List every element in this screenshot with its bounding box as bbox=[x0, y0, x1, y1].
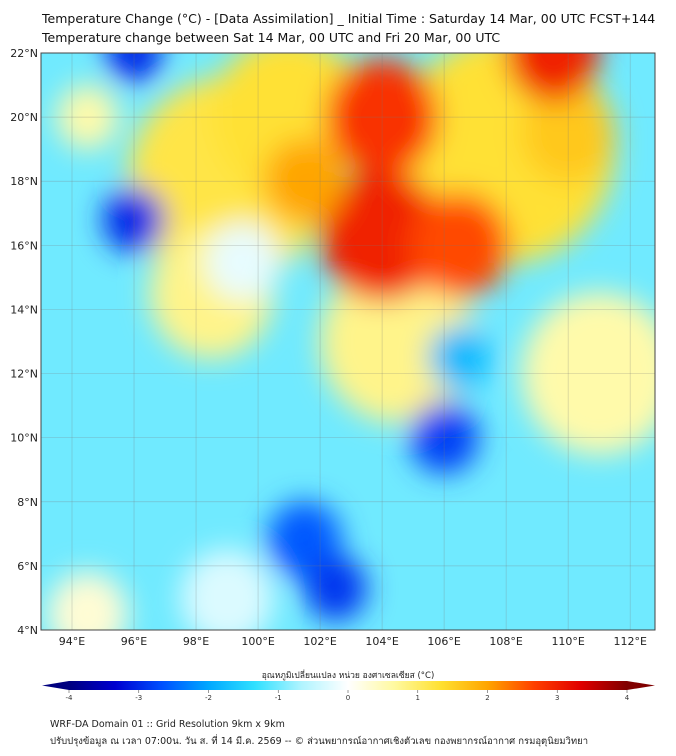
x-tick-label: 108°E bbox=[489, 635, 522, 648]
x-tick-label: 104°E bbox=[365, 635, 398, 648]
footer-model-info: WRF-DA Domain 01 :: Grid Resolution 9km … bbox=[50, 719, 285, 730]
x-tick-label: 96°E bbox=[121, 635, 147, 648]
y-tick-label: 4°N bbox=[17, 624, 38, 637]
y-tick-label: 18°N bbox=[10, 175, 38, 188]
map-frame bbox=[40, 52, 656, 631]
colorbar-tick-label: -2 bbox=[205, 694, 212, 702]
colorbar-min-extend bbox=[42, 681, 69, 690]
y-tick-label: 20°N bbox=[10, 111, 38, 124]
y-tick-label: 22°N bbox=[10, 47, 38, 60]
heatmap-region bbox=[521, 84, 615, 182]
heatmap-region bbox=[428, 324, 491, 391]
x-tick-label: 110°E bbox=[551, 635, 584, 648]
heatmap-region bbox=[47, 571, 128, 630]
y-tick-label: 6°N bbox=[17, 560, 38, 573]
colorbar-tick-label: -1 bbox=[275, 694, 282, 702]
heatmap-region bbox=[320, 260, 476, 423]
x-tick-label: 98°E bbox=[183, 635, 209, 648]
heatmap-region bbox=[304, 555, 367, 621]
heatmap-region bbox=[205, 222, 280, 301]
chart-subtitle: Temperature change between Sat 14 Mar, 0… bbox=[42, 30, 501, 45]
y-tick-label: 10°N bbox=[10, 432, 38, 445]
colorbar-tick-label: -3 bbox=[135, 694, 142, 702]
colorbar-tick-label: 0 bbox=[346, 694, 350, 702]
heatmap-region bbox=[106, 53, 162, 83]
heatmap-region bbox=[506, 53, 600, 102]
colorbar-tick-label: 2 bbox=[485, 694, 489, 702]
heatmap-region bbox=[410, 193, 510, 298]
y-tick-label: 14°N bbox=[10, 303, 38, 316]
colorbar-max-extend bbox=[627, 681, 655, 690]
x-tick-label: 100°E bbox=[241, 635, 274, 648]
colorbar bbox=[69, 681, 627, 690]
x-tick-label: 94°E bbox=[59, 635, 85, 648]
x-tick-label: 112°E bbox=[613, 635, 646, 648]
chart-title: Temperature Change (°C) - [Data Assimila… bbox=[42, 11, 656, 26]
y-tick-label: 8°N bbox=[17, 496, 38, 509]
colorbar-tick-label: -4 bbox=[66, 694, 74, 702]
heatmap-region bbox=[56, 84, 119, 150]
heatmap-region bbox=[326, 58, 438, 176]
colorbar-label: อุณหภูมิเปลี่ยนแปลง หน่วย องศาเซลเซียส (… bbox=[261, 671, 435, 681]
colorbar-tick-label: 4 bbox=[625, 694, 630, 702]
y-tick-label: 16°N bbox=[10, 239, 38, 252]
heatmap-region bbox=[264, 138, 345, 224]
heatmap-region bbox=[521, 292, 655, 455]
y-tick-label: 12°N bbox=[10, 368, 38, 381]
heatmap-region bbox=[320, 170, 445, 301]
footer-update-info: ปรับปรุงข้อมูล ณ เวลา 07:00น. วัน ส. ที่… bbox=[50, 736, 589, 747]
colorbar-tick-label: 3 bbox=[555, 694, 559, 702]
heatmap-region bbox=[103, 187, 166, 253]
x-tick-label: 102°E bbox=[303, 635, 336, 648]
x-tick-label: 106°E bbox=[427, 635, 460, 648]
heatmap-region bbox=[180, 549, 274, 630]
colorbar-tick-label: 1 bbox=[416, 694, 420, 702]
heatmap-region bbox=[410, 401, 479, 474]
